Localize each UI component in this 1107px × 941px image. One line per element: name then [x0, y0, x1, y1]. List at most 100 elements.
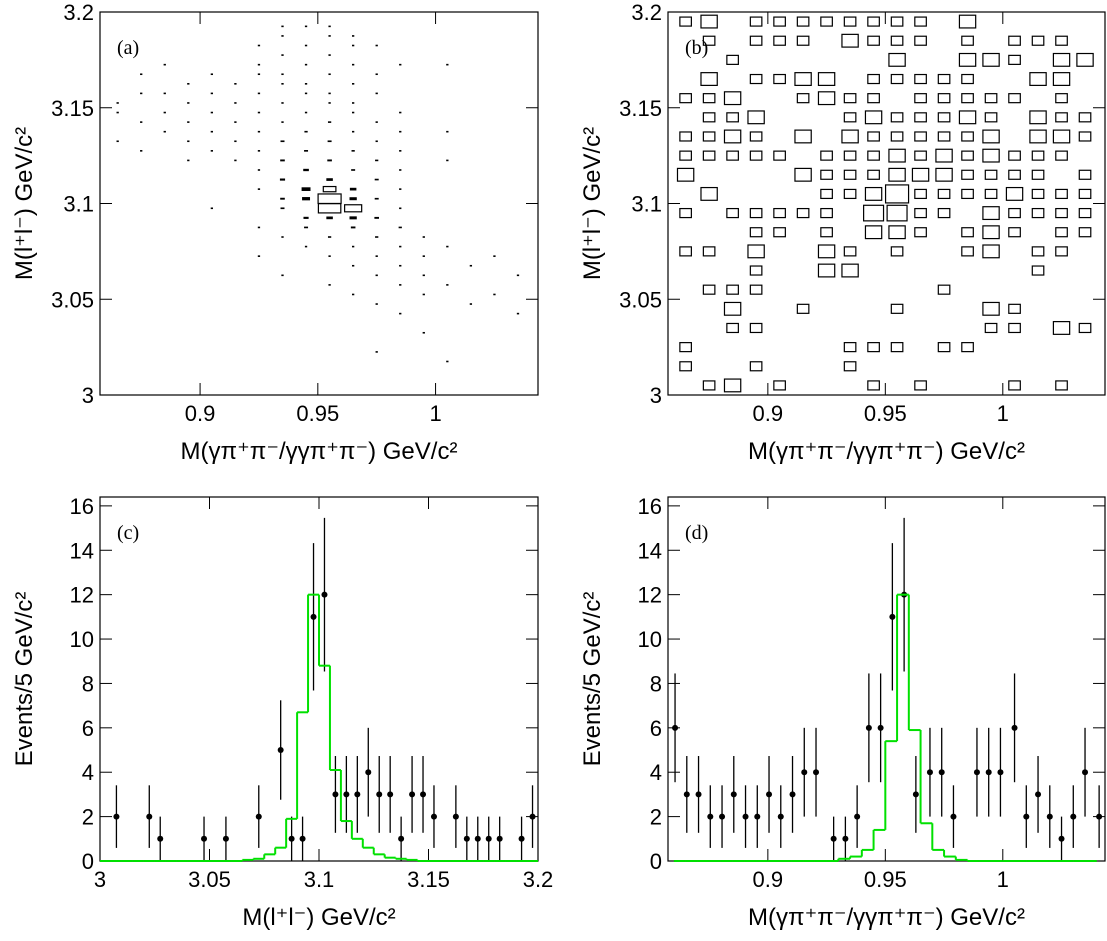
box — [281, 236, 284, 238]
box — [773, 207, 786, 219]
box — [914, 150, 927, 161]
box — [864, 110, 883, 125]
x-tick-label: 1 — [429, 401, 441, 426]
y-axis-title: Events/5 GeV/c² — [11, 592, 38, 767]
box — [375, 140, 378, 143]
box — [304, 44, 308, 47]
data-point — [683, 791, 690, 798]
box — [679, 93, 692, 104]
y-tick-label: 8 — [650, 671, 662, 696]
box — [1029, 72, 1047, 86]
box — [796, 303, 810, 314]
box — [841, 263, 859, 278]
box — [796, 16, 810, 27]
box — [984, 322, 998, 334]
y-tick-label: 3.1 — [63, 192, 94, 217]
box — [446, 63, 449, 66]
box — [867, 342, 880, 353]
box — [867, 73, 880, 85]
box — [257, 111, 261, 114]
box — [890, 73, 904, 85]
box — [867, 131, 880, 142]
data-point — [985, 769, 992, 776]
y-tick-label: 14 — [70, 538, 94, 563]
box — [281, 83, 284, 85]
box — [841, 33, 859, 48]
box — [375, 274, 378, 277]
x-tick-label: 1 — [997, 867, 1009, 892]
box — [399, 188, 402, 190]
box — [843, 361, 857, 372]
box — [375, 351, 378, 353]
box — [351, 111, 355, 114]
y-tick-label: 3.2 — [631, 0, 662, 25]
box — [958, 52, 977, 67]
box — [773, 380, 786, 391]
box — [773, 150, 786, 161]
box — [304, 25, 308, 28]
box — [1031, 207, 1045, 219]
box — [749, 207, 763, 219]
box — [867, 380, 880, 391]
data-point — [518, 835, 525, 842]
box — [867, 169, 880, 180]
box — [679, 361, 692, 372]
box — [700, 72, 718, 86]
x-tick-label: 0.95 — [864, 867, 907, 892]
box — [982, 206, 1000, 221]
box — [304, 83, 308, 85]
x-tick-label: 0.95 — [296, 401, 339, 426]
data-point — [973, 769, 980, 776]
data-point — [277, 747, 284, 754]
box — [375, 44, 378, 47]
box — [961, 227, 974, 238]
box — [1031, 246, 1045, 257]
box — [702, 112, 716, 123]
box — [446, 245, 449, 248]
box — [1029, 129, 1047, 144]
y-tick-label: 10 — [638, 627, 662, 652]
box — [422, 331, 425, 334]
y-tick-label: 10 — [70, 627, 94, 652]
box — [890, 131, 904, 142]
data-point — [950, 813, 957, 820]
box — [163, 111, 166, 114]
box — [257, 44, 261, 47]
box — [1031, 35, 1045, 46]
box — [914, 73, 927, 85]
box — [327, 121, 332, 123]
y-tick-label: 3 — [650, 383, 662, 408]
data-point — [1082, 769, 1089, 776]
box — [937, 73, 951, 85]
box — [961, 342, 974, 353]
box — [349, 216, 357, 220]
y-tick-label: 3.2 — [63, 0, 94, 25]
data-point — [430, 813, 437, 820]
box — [140, 73, 143, 76]
box — [375, 121, 378, 123]
box — [961, 169, 974, 180]
box — [794, 167, 812, 182]
box — [349, 197, 357, 201]
data-point — [222, 835, 229, 842]
box — [1076, 52, 1094, 67]
box — [234, 159, 237, 162]
box — [1005, 186, 1024, 201]
box — [281, 121, 284, 123]
box — [796, 93, 810, 104]
box — [679, 342, 692, 353]
box — [914, 188, 927, 200]
data-point — [730, 791, 737, 798]
box — [1031, 169, 1045, 180]
box — [937, 131, 951, 142]
y-axis-title: M(l⁺l⁻) GeV/c² — [11, 127, 38, 280]
box — [328, 35, 331, 37]
box — [344, 204, 363, 213]
box — [890, 342, 904, 353]
box — [375, 159, 379, 162]
box — [322, 185, 337, 193]
x-tick-label: 0.9 — [185, 401, 216, 426]
y-tick-label: 6 — [82, 716, 94, 741]
box — [375, 303, 378, 305]
